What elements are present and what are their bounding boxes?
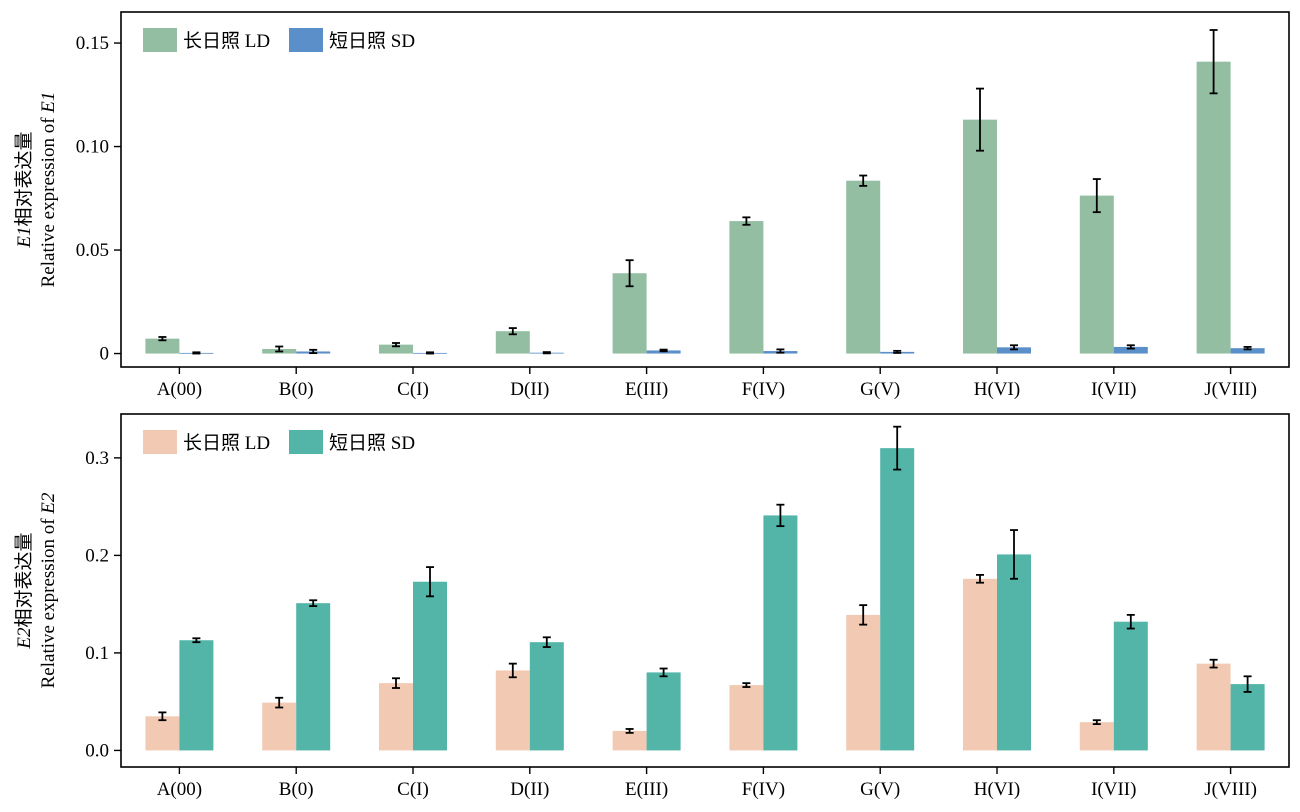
- e2-expression-panel: 0.0 0.1 0.2 0.3 A(00) B(0) C(I) D(II) E(III) F(IV…: [13, 413, 1290, 800]
- y-axis-label-cn-text: 相对表达量: [13, 532, 35, 627]
- y-tick-label: 0: [100, 344, 110, 365]
- x-category-label: A(00): [157, 779, 202, 800]
- y-tick-label: 0.10: [76, 137, 109, 158]
- y-axis-label-en: Relative expression of E2: [38, 492, 59, 688]
- y-axis-label-en-text: Relative expression of: [38, 514, 59, 689]
- legend-label: 长日照 LD: [183, 432, 270, 454]
- x-category-label: H(VI): [974, 379, 1020, 400]
- y-tick-label: 0.15: [76, 33, 109, 54]
- ld-bar: [379, 683, 413, 751]
- x-category-label: E(III): [625, 779, 668, 800]
- ld-bar: [729, 221, 764, 354]
- legend-label: 长日照 LD: [183, 30, 270, 52]
- y-axis-label-gene: E2: [14, 627, 35, 650]
- x-category-label: G(V): [860, 379, 900, 400]
- x-category-label: B(0): [279, 779, 314, 800]
- legend-swatch: [289, 28, 323, 52]
- sd-bar: [997, 554, 1031, 751]
- legend-swatch: [143, 28, 177, 52]
- ld-bar: [262, 702, 297, 751]
- sd-bar: [1230, 348, 1265, 354]
- y-axis-label-cn: E1相对表达量: [13, 131, 35, 248]
- ld-bar: [846, 614, 881, 751]
- x-category-label: D(II): [510, 379, 549, 400]
- legend-swatch: [143, 430, 177, 454]
- sd-bar: [646, 672, 681, 751]
- x-category-label: F(IV): [742, 779, 785, 800]
- y-axis-label-gene: E1: [38, 92, 59, 114]
- x-category-label: I(VII): [1091, 379, 1136, 400]
- y-axis-label-cn: E2相对表达量: [13, 532, 35, 649]
- ld-bar: [1079, 722, 1114, 751]
- sd-bar: [997, 347, 1031, 354]
- sd-bar: [1113, 346, 1148, 354]
- y-axis-label-gene: E2: [38, 492, 59, 515]
- y-axis-label-gene: E1: [14, 226, 35, 248]
- sd-bar: [413, 581, 447, 751]
- y-tick-label: 0.0: [85, 740, 109, 761]
- legend-swatch: [289, 430, 323, 454]
- plot-frame: [120, 11, 1290, 368]
- sd-bar: [179, 640, 214, 751]
- x-category-label: F(IV): [742, 379, 785, 400]
- x-category-label: C(I): [397, 779, 429, 800]
- ld-bar: [495, 670, 530, 751]
- x-category-label: D(II): [510, 779, 549, 800]
- ld-bar: [145, 338, 180, 354]
- x-category-label: C(I): [397, 379, 429, 400]
- ld-bar: [729, 685, 764, 751]
- x-category-label: A(00): [157, 379, 202, 400]
- ld-bar: [1196, 61, 1231, 354]
- y-tick-label: 0.2: [85, 545, 109, 566]
- sd-bar: [763, 515, 798, 751]
- sd-bar: [1113, 621, 1148, 751]
- y-axis-label-en: Relative expression of E1: [38, 92, 59, 288]
- x-category-label: B(0): [279, 379, 314, 400]
- ld-bar: [1196, 663, 1231, 751]
- y-axis-label-cn-text: 相对表达量: [13, 131, 35, 226]
- y-tick-label: 0.3: [85, 448, 109, 469]
- x-category-label: E(III): [625, 379, 668, 400]
- ld-bar: [1079, 195, 1114, 354]
- y-axis-label-en-text: Relative expression of: [38, 113, 59, 288]
- e1-expression-panel: 0 0.05 0.10 0.15 A(00) B(0) C(I) D(II) E(III) F(I…: [13, 11, 1290, 400]
- plot-frame: [120, 413, 1290, 768]
- ld-bar: [379, 344, 413, 354]
- legend-label: 短日照 SD: [329, 432, 415, 454]
- ld-bar: [495, 331, 530, 354]
- x-category-label: J(VIII): [1204, 779, 1257, 800]
- ld-bar: [963, 578, 997, 751]
- x-category-label: G(V): [860, 779, 900, 800]
- ld-bar: [963, 119, 997, 354]
- x-category-label: H(VI): [974, 779, 1020, 800]
- ld-bar: [612, 730, 647, 751]
- sd-bar: [1230, 684, 1265, 751]
- sd-bar: [880, 448, 915, 751]
- y-tick-label: 0.1: [85, 643, 109, 664]
- ld-bar: [846, 180, 881, 354]
- x-category-label: I(VII): [1091, 779, 1136, 800]
- y-tick-label: 0.05: [76, 240, 109, 261]
- legend-label: 短日照 SD: [329, 30, 415, 52]
- sd-bar: [529, 642, 564, 751]
- x-category-label: J(VIII): [1204, 379, 1257, 400]
- ld-bar: [145, 716, 180, 751]
- sd-bar: [296, 603, 331, 751]
